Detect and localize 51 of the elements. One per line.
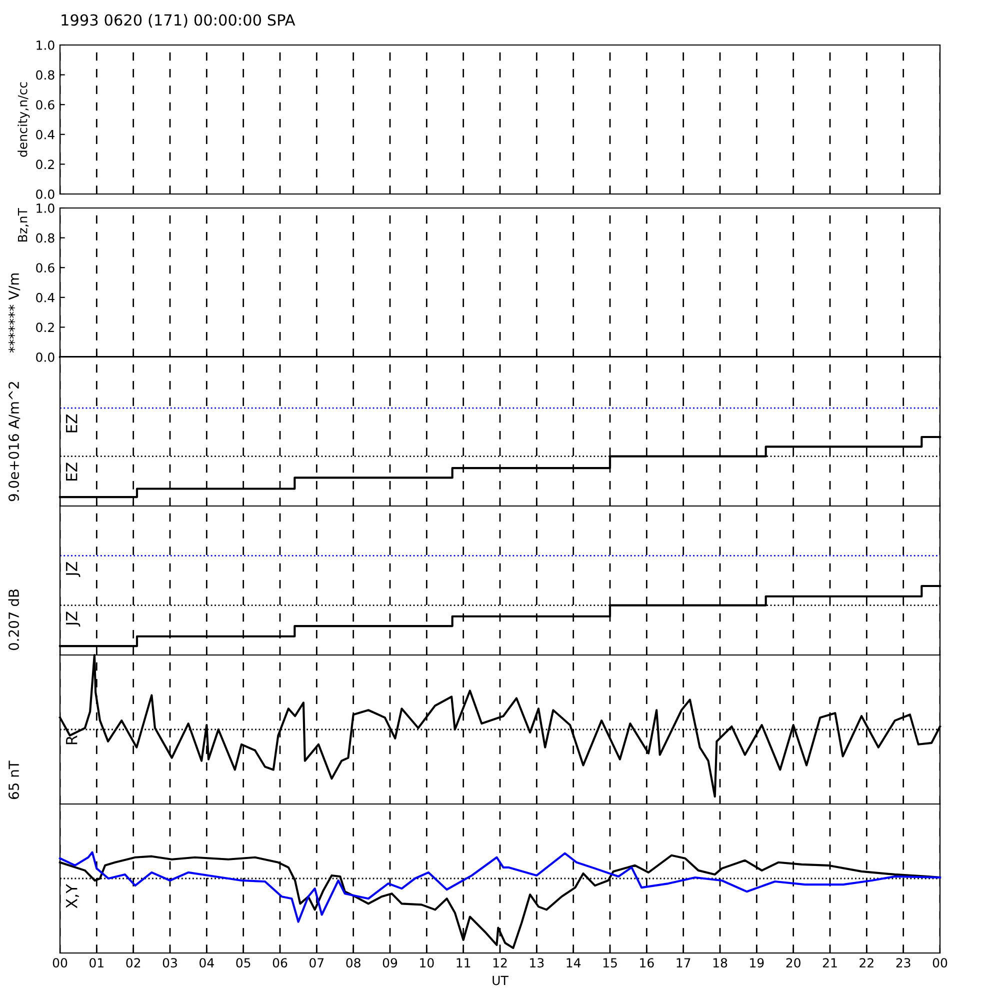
x-tick-label: 21	[822, 958, 837, 968]
y-tick-label: 0.8	[36, 233, 54, 243]
x-tick-label: 22	[860, 958, 874, 968]
x-tick-label: 17	[676, 958, 690, 968]
x-axis-title: UT	[492, 976, 508, 986]
y-tick-label: 0.0	[36, 352, 54, 362]
text: 9.0e+016 A/m^2	[8, 382, 20, 502]
x-tick-label: 09	[382, 958, 398, 968]
y-tick-label: 0.6	[36, 100, 54, 110]
x-tick-label: 16	[640, 958, 654, 968]
y-tick-label: 0.2	[36, 322, 54, 332]
chart-title: 1993 0620 (171) 00:00:00 SPA	[62, 14, 296, 28]
x-tick-label: 00	[52, 958, 68, 968]
y-tick-label: 0.2	[36, 160, 54, 170]
x-tick-label: 12	[493, 958, 507, 968]
ref-line-label: EZ	[66, 414, 78, 432]
x-tick-label: 10	[420, 958, 434, 968]
x-tick-label: 02	[126, 958, 140, 968]
y-tick-label: 0.0	[36, 189, 54, 199]
y-tick-label: 0.4	[36, 130, 54, 140]
text: 65 nT	[8, 760, 20, 800]
x-tick-label: 13	[530, 958, 544, 968]
y-tick-label: 1.0	[36, 203, 54, 213]
x-tick-label: 07	[310, 958, 324, 968]
x-tick-label: 20	[786, 958, 800, 968]
x-tick-label: 23	[896, 958, 910, 968]
x-tick-label: 11	[456, 958, 470, 968]
x-tick-label: 06	[272, 958, 288, 968]
x-tick-label: 05	[236, 958, 250, 968]
x-tick-label: 19	[750, 958, 764, 968]
y-axis-title: dencity,n/cc	[18, 82, 30, 157]
ref-line-label: R	[66, 735, 78, 744]
text: ******* V/m	[8, 273, 20, 353]
x-tick-label: 15	[603, 958, 617, 968]
text: 0.207 dB	[8, 589, 20, 650]
x-tick-label: 14	[566, 958, 581, 968]
y-tick-label: 0.4	[36, 292, 54, 302]
y-tick-label: 0.8	[36, 70, 54, 80]
y-tick-label: 0.6	[36, 263, 54, 273]
x-tick-label: 04	[200, 958, 214, 968]
x-tick-label: 18	[713, 958, 728, 968]
x-tick-label: 03	[162, 958, 177, 968]
x-tick-label: 01	[90, 958, 104, 968]
x-tick-label: 00	[932, 958, 948, 968]
y-tick-label: 1.0	[36, 40, 54, 50]
x-tick-label: 08	[346, 958, 360, 968]
ref-line-label: JZ	[66, 562, 80, 577]
ref-line-label: X,Y	[66, 884, 79, 908]
ref-line-label: JZ	[66, 612, 80, 627]
y-axis-title: Bz,nT	[18, 208, 29, 242]
ref-line-label: EZ	[66, 462, 78, 481]
